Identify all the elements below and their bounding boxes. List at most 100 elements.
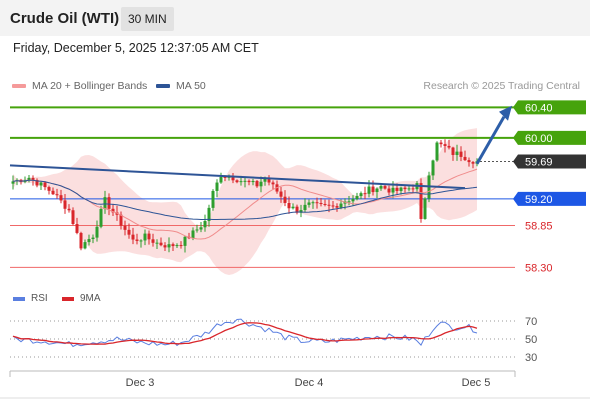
candle-body xyxy=(287,202,291,209)
rsi-ma-swatch xyxy=(62,296,74,301)
candle-body xyxy=(139,240,143,242)
candle-body xyxy=(303,204,307,211)
resistance-1-label: 60.00 xyxy=(525,133,553,145)
candle-body xyxy=(259,181,263,187)
candle-body xyxy=(451,147,455,155)
title-bar xyxy=(0,0,590,36)
legend-ma20: MA 20 + Bollinger Bands xyxy=(12,80,147,92)
candle-body xyxy=(75,224,79,233)
candle-body xyxy=(463,156,467,161)
candle-body xyxy=(39,182,43,186)
candle-body xyxy=(163,245,167,248)
candle-body xyxy=(135,239,139,241)
candle-body xyxy=(87,239,91,243)
candle-body xyxy=(319,203,323,205)
candle-body xyxy=(155,242,159,244)
candle-body xyxy=(383,186,387,189)
candle-body xyxy=(331,205,335,207)
candle-body xyxy=(95,226,99,238)
candle-body xyxy=(27,177,31,181)
candle-body xyxy=(371,186,375,193)
ma50-line xyxy=(12,179,478,220)
resistance-trendline xyxy=(9,164,466,190)
candle-body xyxy=(411,188,415,190)
candle-body xyxy=(279,191,283,197)
candle-body xyxy=(467,160,471,163)
resistance-2-box xyxy=(513,100,586,115)
candle-body xyxy=(363,193,367,195)
candle-body xyxy=(171,244,175,247)
candle-body xyxy=(379,186,383,189)
timeframe-badge[interactable]: 30 MIN xyxy=(121,7,174,31)
candle-body xyxy=(71,210,75,225)
rsi-panel: 70 50 30 xyxy=(10,316,537,364)
candle-body xyxy=(419,183,423,219)
candle-body xyxy=(219,176,223,183)
candle-body xyxy=(175,245,179,247)
level-labels-layer: 60.40 60.00 59.69 59.20 58.85 58.30 xyxy=(513,100,586,274)
candle-body xyxy=(351,199,355,202)
candle-body xyxy=(407,188,411,190)
candle-body xyxy=(359,193,363,197)
candle-body xyxy=(43,182,47,188)
support-2-label: 58.30 xyxy=(525,262,553,274)
candle-body xyxy=(435,142,439,161)
candle-body xyxy=(107,197,111,209)
candle-body xyxy=(283,196,287,203)
ma20-swatch xyxy=(12,84,26,88)
candle-body xyxy=(207,207,211,221)
candle-body xyxy=(423,198,427,219)
candle-body xyxy=(315,202,319,204)
candle-body xyxy=(247,180,251,183)
candle-body xyxy=(239,181,243,183)
candle-body xyxy=(447,145,451,148)
resistance-2-label: 60.40 xyxy=(525,102,553,114)
time-tick-label: Dec 4 xyxy=(295,377,324,389)
candle-body xyxy=(311,202,315,204)
legend-rsi: RSI xyxy=(13,293,48,304)
candle-body xyxy=(227,176,231,178)
bollinger-band-fill xyxy=(13,128,477,275)
candle-body xyxy=(59,195,63,201)
legend-ma50: MA 50 xyxy=(156,80,206,92)
candle-body xyxy=(251,180,255,183)
candle-body xyxy=(123,225,127,230)
candle-body xyxy=(199,227,203,230)
current-price-label: 59.69 xyxy=(525,157,553,169)
rsi-tick-label: 70 xyxy=(525,316,537,328)
candle-body xyxy=(11,181,15,184)
candle-body xyxy=(35,179,39,186)
candle-body xyxy=(235,180,239,183)
candle-body xyxy=(79,232,83,249)
candle-body xyxy=(51,190,55,195)
candle-body xyxy=(267,177,271,183)
candle-body xyxy=(83,242,87,249)
candle-body xyxy=(471,162,475,164)
candle-body xyxy=(295,206,299,213)
candle-body xyxy=(231,176,235,181)
pivot-label: 59.20 xyxy=(525,194,553,206)
time-axis: Dec 3 Dec 4 Dec 5 xyxy=(0,370,590,399)
candle-body xyxy=(387,188,391,193)
candles-layer xyxy=(11,139,479,253)
candle-body xyxy=(215,182,219,191)
candle-body xyxy=(147,233,151,240)
candle-body xyxy=(55,194,59,196)
candle-body xyxy=(203,220,207,228)
forecast-arrowhead xyxy=(499,105,512,121)
candle-body xyxy=(103,197,107,210)
candle-body xyxy=(271,182,275,185)
candle-body xyxy=(99,209,103,227)
candle-body xyxy=(183,236,187,246)
rsi-ma-label: 9MA xyxy=(80,293,101,304)
candle-body xyxy=(367,186,371,194)
candle-body xyxy=(47,187,51,191)
rsi-tick-label: 50 xyxy=(525,334,537,346)
resistance-1-box xyxy=(513,130,586,145)
candle-body xyxy=(323,203,327,205)
candle-body xyxy=(395,187,399,192)
trendline-layer xyxy=(9,105,512,190)
candle-body xyxy=(151,239,155,243)
pivot-box xyxy=(513,191,586,206)
